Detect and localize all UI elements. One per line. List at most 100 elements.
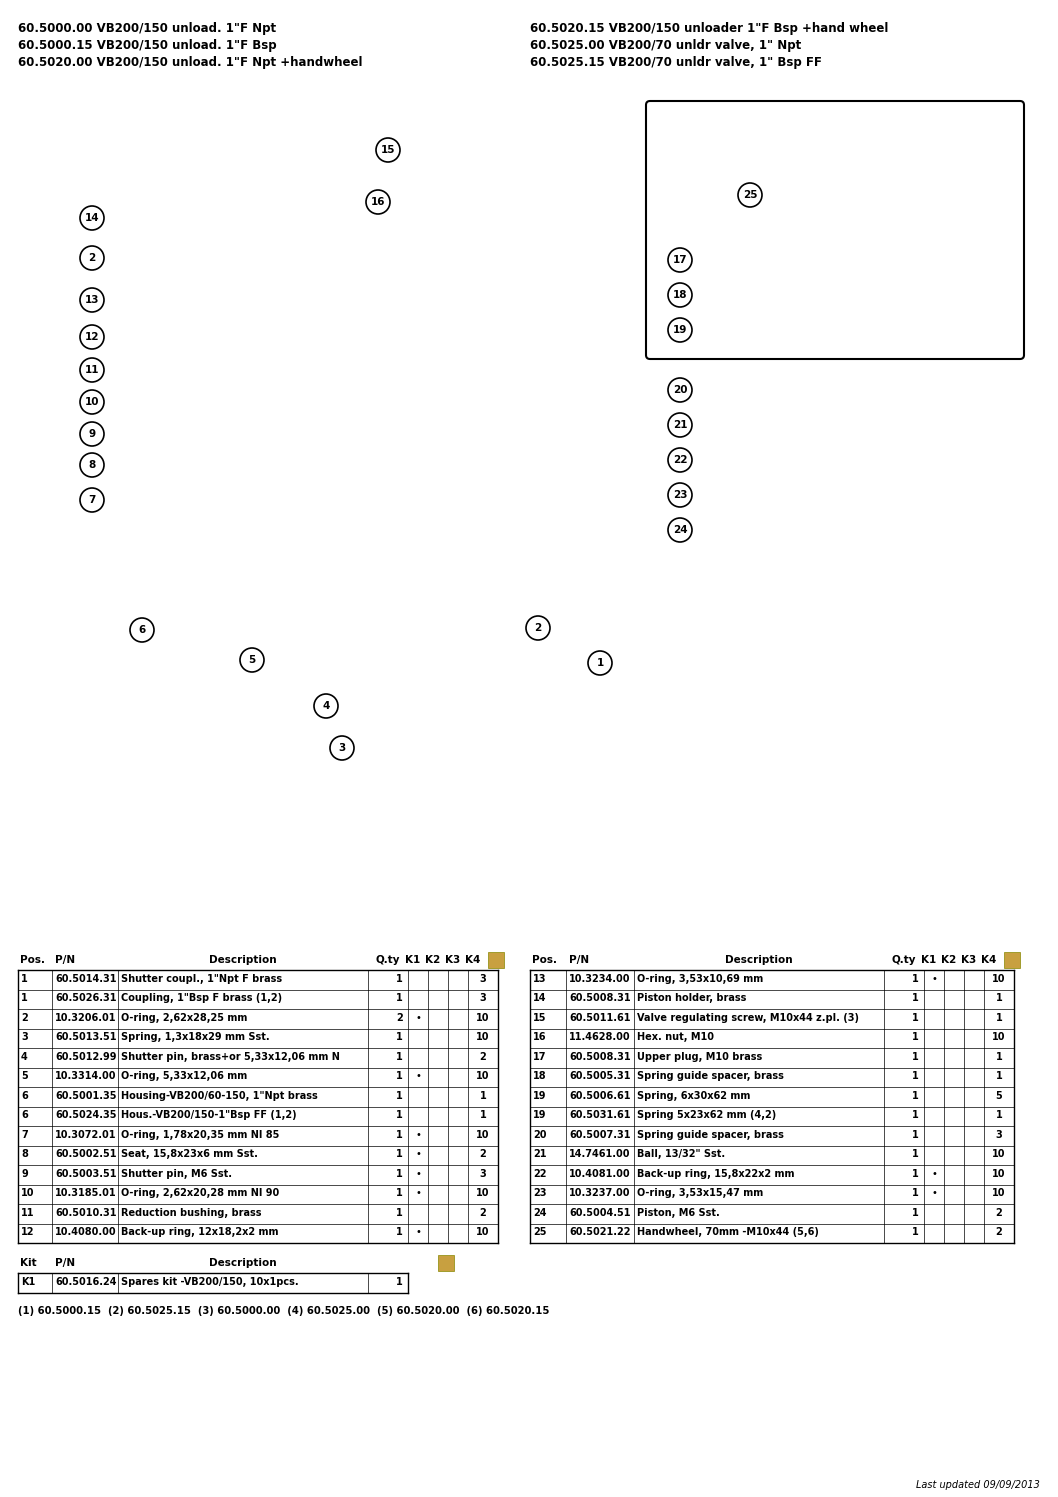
Bar — [438, 1254, 454, 1271]
Text: 10: 10 — [992, 1189, 1006, 1198]
Circle shape — [80, 325, 104, 349]
Text: 18: 18 — [533, 1072, 547, 1081]
Text: Hex. nut, M10: Hex. nut, M10 — [637, 1033, 714, 1042]
Text: 13: 13 — [533, 973, 547, 984]
Text: 1: 1 — [397, 1189, 403, 1198]
Text: 10.4081.00: 10.4081.00 — [569, 1169, 631, 1178]
Text: 60.5000.15 VB200/150 unload. 1"F Bsp: 60.5000.15 VB200/150 unload. 1"F Bsp — [18, 39, 276, 52]
Text: 60.5025.00 VB200/70 unldr valve, 1" Npt: 60.5025.00 VB200/70 unldr valve, 1" Npt — [530, 39, 801, 52]
Text: •: • — [415, 1130, 421, 1139]
Text: 10: 10 — [476, 1189, 490, 1198]
Text: 20: 20 — [533, 1130, 547, 1139]
Circle shape — [668, 379, 692, 403]
Text: Q.ty: Q.ty — [376, 955, 401, 966]
Text: 1: 1 — [912, 1033, 919, 1042]
Text: 7: 7 — [21, 1130, 28, 1139]
Text: 1: 1 — [912, 1052, 919, 1061]
Circle shape — [376, 138, 400, 162]
Text: 3: 3 — [479, 1169, 487, 1178]
Text: 3: 3 — [479, 994, 487, 1003]
Text: Ball, 13/32" Sst.: Ball, 13/32" Sst. — [637, 1150, 725, 1159]
Text: 2: 2 — [534, 623, 542, 633]
Text: 11: 11 — [85, 365, 99, 376]
Text: •: • — [415, 1072, 421, 1081]
Text: 10.3234.00: 10.3234.00 — [569, 973, 631, 984]
Text: 5: 5 — [249, 656, 256, 665]
Text: 60.5006.61: 60.5006.61 — [569, 1091, 631, 1100]
Text: 1: 1 — [21, 994, 28, 1003]
Text: 8: 8 — [21, 1150, 28, 1159]
Text: 11.4628.00: 11.4628.00 — [569, 1033, 631, 1042]
Text: 60.5012.99: 60.5012.99 — [55, 1052, 116, 1061]
Text: 10.3072.01: 10.3072.01 — [55, 1130, 116, 1139]
Text: 1: 1 — [912, 994, 919, 1003]
Bar — [488, 952, 504, 969]
Text: 10.3185.01: 10.3185.01 — [55, 1189, 116, 1198]
Text: Description: Description — [209, 1257, 277, 1268]
Text: O-ring, 5,33x12,06 mm: O-ring, 5,33x12,06 mm — [121, 1072, 248, 1081]
Text: 60.5031.61: 60.5031.61 — [569, 1111, 631, 1120]
Text: P/N: P/N — [55, 1257, 75, 1268]
Text: 23: 23 — [673, 490, 688, 500]
Text: 17: 17 — [533, 1052, 547, 1061]
Circle shape — [668, 317, 692, 341]
Circle shape — [668, 484, 692, 507]
Text: 11: 11 — [21, 1208, 35, 1217]
Text: •: • — [931, 1189, 937, 1198]
Text: 60.5026.31: 60.5026.31 — [55, 994, 116, 1003]
Text: 60.5013.51: 60.5013.51 — [55, 1033, 116, 1042]
Text: O-ring, 2,62x20,28 mm NI 90: O-ring, 2,62x20,28 mm NI 90 — [121, 1189, 279, 1198]
Text: 1: 1 — [597, 659, 604, 668]
Text: 2: 2 — [996, 1208, 1002, 1217]
Text: 3: 3 — [479, 973, 487, 984]
Text: 60.5000.00 VB200/150 unload. 1"F Npt: 60.5000.00 VB200/150 unload. 1"F Npt — [18, 22, 276, 34]
Circle shape — [80, 246, 104, 269]
Text: 9: 9 — [21, 1169, 28, 1178]
Text: 3: 3 — [339, 743, 346, 753]
Text: Upper plug, M10 brass: Upper plug, M10 brass — [637, 1052, 762, 1061]
Circle shape — [330, 737, 354, 760]
Text: 1: 1 — [912, 1111, 919, 1120]
Text: 60.5004.51: 60.5004.51 — [569, 1208, 631, 1217]
Text: 1: 1 — [912, 1013, 919, 1022]
Text: 6: 6 — [21, 1111, 28, 1120]
Text: 1: 1 — [397, 1033, 403, 1042]
Text: K1: K1 — [21, 1277, 35, 1287]
Text: Coupling, 1"Bsp F brass (1,2): Coupling, 1"Bsp F brass (1,2) — [121, 994, 282, 1003]
Text: 1: 1 — [996, 1052, 1002, 1061]
Text: 1: 1 — [996, 1072, 1002, 1081]
Text: 2: 2 — [479, 1150, 487, 1159]
Text: Back-up ring, 12x18,2x2 mm: Back-up ring, 12x18,2x2 mm — [121, 1228, 278, 1238]
Text: 20: 20 — [673, 385, 688, 395]
Text: 1: 1 — [397, 1111, 403, 1120]
Text: 12: 12 — [85, 332, 99, 341]
Text: 2: 2 — [996, 1228, 1002, 1238]
Text: 10.3206.01: 10.3206.01 — [55, 1013, 116, 1022]
Text: Seat, 15,8x23x6 mm Sst.: Seat, 15,8x23x6 mm Sst. — [121, 1150, 258, 1159]
Text: 19: 19 — [533, 1091, 547, 1100]
Text: Pos.: Pos. — [532, 955, 557, 966]
Circle shape — [240, 648, 264, 672]
Text: 10: 10 — [992, 1150, 1006, 1159]
Text: 1: 1 — [912, 1208, 919, 1217]
Text: K4: K4 — [466, 955, 480, 966]
Text: Shutter coupl., 1"Npt F brass: Shutter coupl., 1"Npt F brass — [121, 973, 282, 984]
Text: Spares kit -VB200/150, 10x1pcs.: Spares kit -VB200/150, 10x1pcs. — [121, 1277, 298, 1287]
Text: 1: 1 — [479, 1111, 487, 1120]
Text: 1: 1 — [996, 994, 1002, 1003]
Text: 8: 8 — [89, 460, 95, 470]
Text: 10: 10 — [85, 397, 99, 407]
Circle shape — [314, 695, 338, 719]
Text: 25: 25 — [533, 1228, 547, 1238]
Circle shape — [526, 615, 550, 641]
Circle shape — [80, 422, 104, 446]
Text: 60.5011.61: 60.5011.61 — [569, 1013, 631, 1022]
Text: 60.5010.31: 60.5010.31 — [55, 1208, 116, 1217]
Circle shape — [80, 454, 104, 478]
Text: 1: 1 — [397, 1091, 403, 1100]
Text: K2: K2 — [942, 955, 956, 966]
Text: 10: 10 — [476, 1228, 490, 1238]
Text: K1: K1 — [405, 955, 421, 966]
Text: 2: 2 — [479, 1208, 487, 1217]
Text: 60.5007.31: 60.5007.31 — [569, 1130, 631, 1139]
